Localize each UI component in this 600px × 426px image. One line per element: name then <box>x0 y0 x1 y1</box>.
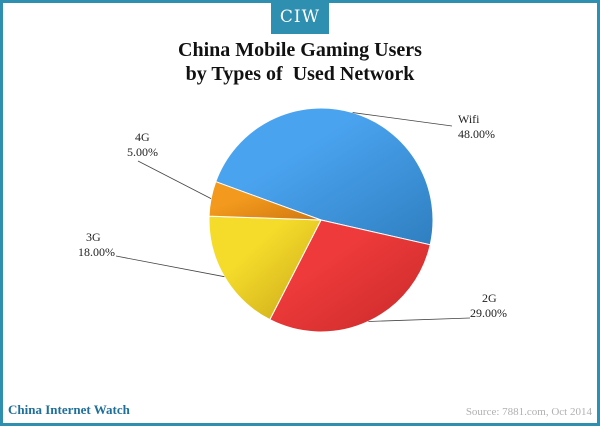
chart-title-line-1: China Mobile Gaming Users <box>178 39 422 61</box>
slice-label-4g: 4G 5.00% <box>127 130 158 160</box>
slice-label-wifi: Wifi 48.00% <box>458 112 495 142</box>
leader-line-3g <box>115 255 225 278</box>
pie-slice-3g <box>208 215 322 321</box>
source-text: Source: 7881.com, Oct 2014 <box>465 406 592 418</box>
chart-title: China Mobile Gaming Users by Types of Us… <box>0 38 600 86</box>
slice-name-3g: 3G <box>86 230 101 244</box>
chart-title-line-2: by Types of Used Network <box>185 63 415 85</box>
slice-value-4g: 5.00% <box>127 145 158 159</box>
slice-name-2g: 2G <box>482 291 497 305</box>
ciw-badge: CIW <box>271 0 329 34</box>
slice-label-3g: 3G 18.00% <box>78 230 115 260</box>
slice-name-4g: 4G <box>135 130 150 144</box>
leader-line-wifi <box>352 112 453 127</box>
slice-name-wifi: Wifi <box>458 112 480 126</box>
slice-label-2g: 2G 29.00% <box>470 291 507 321</box>
slice-value-3g: 18.00% <box>78 245 115 259</box>
leader-line-4g <box>137 160 212 199</box>
leader-line-2g <box>368 317 471 322</box>
slice-value-wifi: 48.00% <box>458 127 495 141</box>
slice-value-2g: 29.00% <box>470 306 507 320</box>
pie-slice-wifi <box>215 107 434 246</box>
brand-text: China Internet Watch <box>8 402 130 417</box>
